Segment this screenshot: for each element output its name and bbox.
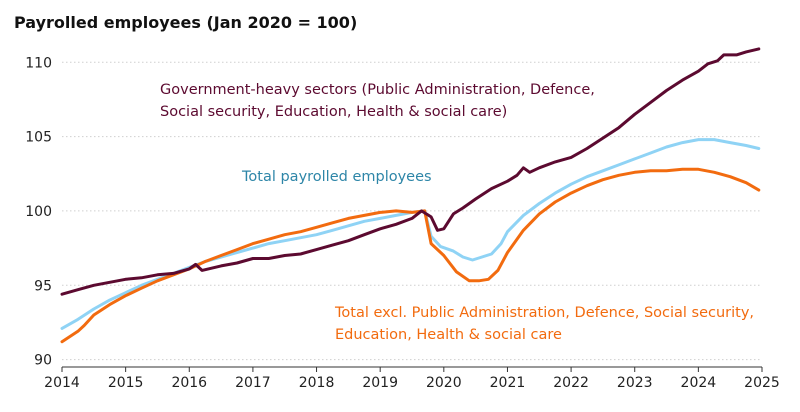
y-tick-label: 100 — [25, 204, 52, 220]
x-tick-label: 2014 — [44, 375, 80, 391]
chart-title: Payrolled employees (Jan 2020 = 100) — [14, 13, 357, 32]
total-excl-label: Total excl. Public Administration, Defen… — [334, 305, 754, 321]
y-tick-label: 105 — [25, 130, 52, 146]
total-excl-label: Education, Health & social care — [335, 327, 562, 343]
y-axis: 90 95 100 105 110 — [25, 55, 52, 368]
series-labels: Government-heavy sectors (Public Adminis… — [160, 82, 754, 343]
x-tick-label: 2024 — [681, 375, 717, 391]
total-payrolled-line — [60, 138, 761, 330]
series-lines — [60, 47, 761, 344]
y-tick-label: 110 — [25, 55, 52, 71]
y-tick-label: 95 — [34, 278, 52, 294]
x-tick-label: 2016 — [171, 375, 207, 391]
y-tick-label: 90 — [34, 353, 52, 369]
x-tick-label: 2023 — [617, 375, 653, 391]
x-tick-label: 2015 — [108, 375, 144, 391]
x-tick-label: 2022 — [553, 375, 589, 391]
x-tick-label: 2020 — [426, 375, 462, 391]
government-heavy-label: Social security, Education, Health & soc… — [160, 104, 507, 120]
gridlines — [62, 61, 762, 361]
total-payrolled-label: Total payrolled employees — [241, 169, 432, 185]
x-tick-label: 2018 — [299, 375, 335, 391]
x-tick-label: 2025 — [744, 375, 780, 391]
government-heavy-label: Government-heavy sectors (Public Adminis… — [160, 82, 595, 98]
x-tick-label: 2019 — [362, 375, 398, 391]
government-heavy-line — [60, 47, 761, 296]
x-axis: 2014 2015 2016 2017 2018 2019 2020 2021 2022 2023… — [44, 366, 780, 391]
x-tick-label: 2017 — [235, 375, 271, 391]
x-tick-label: 2021 — [490, 375, 526, 391]
